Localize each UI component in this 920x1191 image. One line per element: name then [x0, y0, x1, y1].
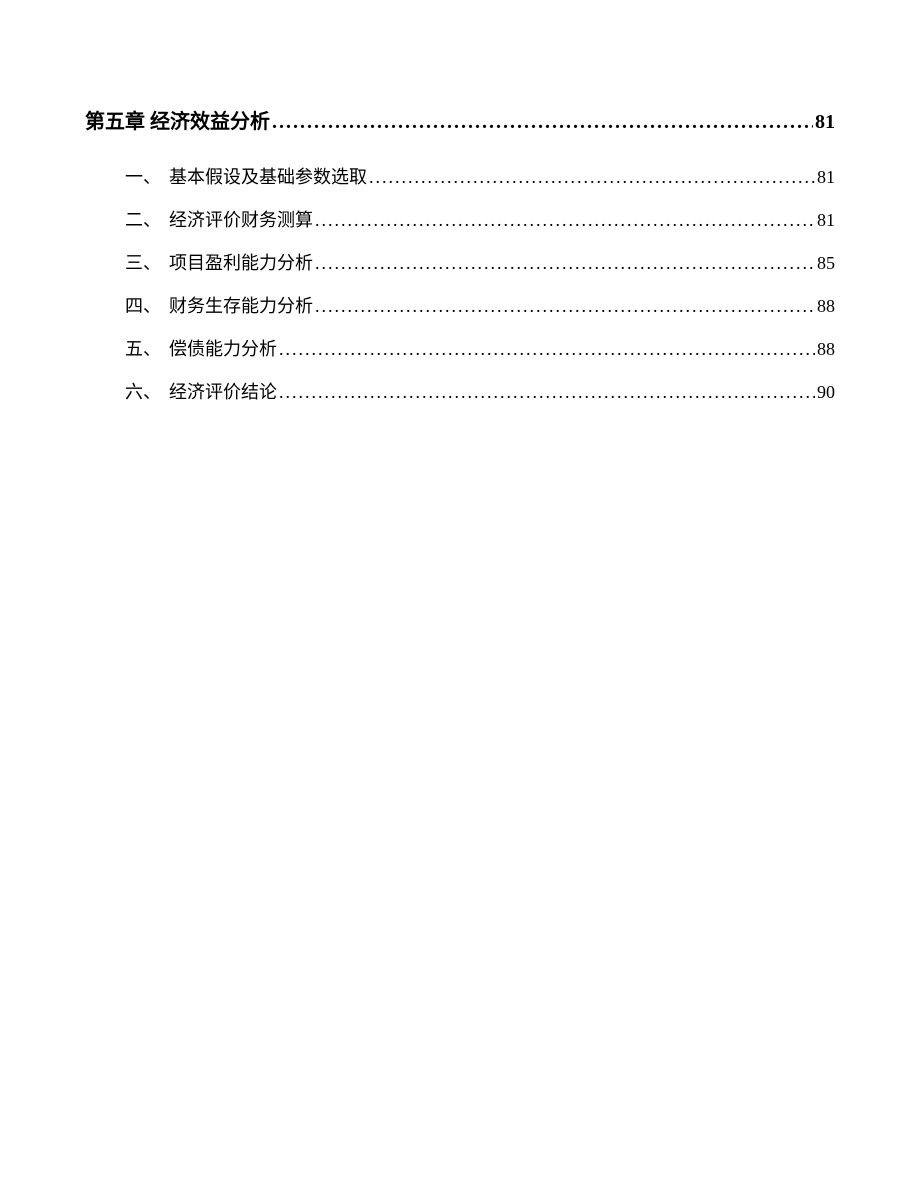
toc-chapter-row: 第五章 经济效益分析 81: [85, 108, 835, 136]
toc-section-marker: 五、: [125, 336, 161, 363]
toc-section-marker: 六、: [125, 379, 161, 406]
toc-section-page: 85: [817, 250, 835, 277]
toc-section-title: 偿债能力分析: [169, 336, 277, 363]
toc-chapter-page: 81: [815, 108, 835, 136]
toc-section-row: 五、 偿债能力分析 88: [85, 336, 835, 363]
toc-section-title: 财务生存能力分析: [169, 293, 313, 320]
toc-section-title: 经济评价财务测算: [169, 207, 313, 234]
toc-chapter-leader: [272, 108, 813, 136]
toc-section-row: 一、 基本假设及基础参数选取 81: [85, 164, 835, 191]
toc-section-row: 六、 经济评价结论 90: [85, 379, 835, 406]
toc-section-page: 88: [817, 336, 835, 363]
toc-section-marker: 二、: [125, 207, 161, 234]
toc-section-row: 三、 项目盈利能力分析 85: [85, 250, 835, 277]
toc-section-title: 经济评价结论: [169, 379, 277, 406]
toc-section-row: 二、 经济评价财务测算 81: [85, 207, 835, 234]
toc-section-leader: [369, 164, 815, 191]
toc-section-title: 基本假设及基础参数选取: [169, 164, 367, 191]
toc-chapter-title: 第五章 经济效益分析: [85, 108, 270, 136]
toc-section-leader: [315, 250, 815, 277]
toc-section-leader: [315, 293, 815, 320]
toc-section-marker: 四、: [125, 293, 161, 320]
toc-section-page: 88: [817, 293, 835, 320]
toc-section-row: 四、 财务生存能力分析 88: [85, 293, 835, 320]
toc-section-leader: [279, 336, 815, 363]
toc-section-page: 81: [817, 164, 835, 191]
toc-section-title: 项目盈利能力分析: [169, 250, 313, 277]
toc-section-leader: [279, 379, 815, 406]
toc-section-page: 90: [817, 379, 835, 406]
toc-section-marker: 三、: [125, 250, 161, 277]
toc-section-marker: 一、: [125, 164, 161, 191]
toc-section-page: 81: [817, 207, 835, 234]
toc-section-leader: [315, 207, 815, 234]
